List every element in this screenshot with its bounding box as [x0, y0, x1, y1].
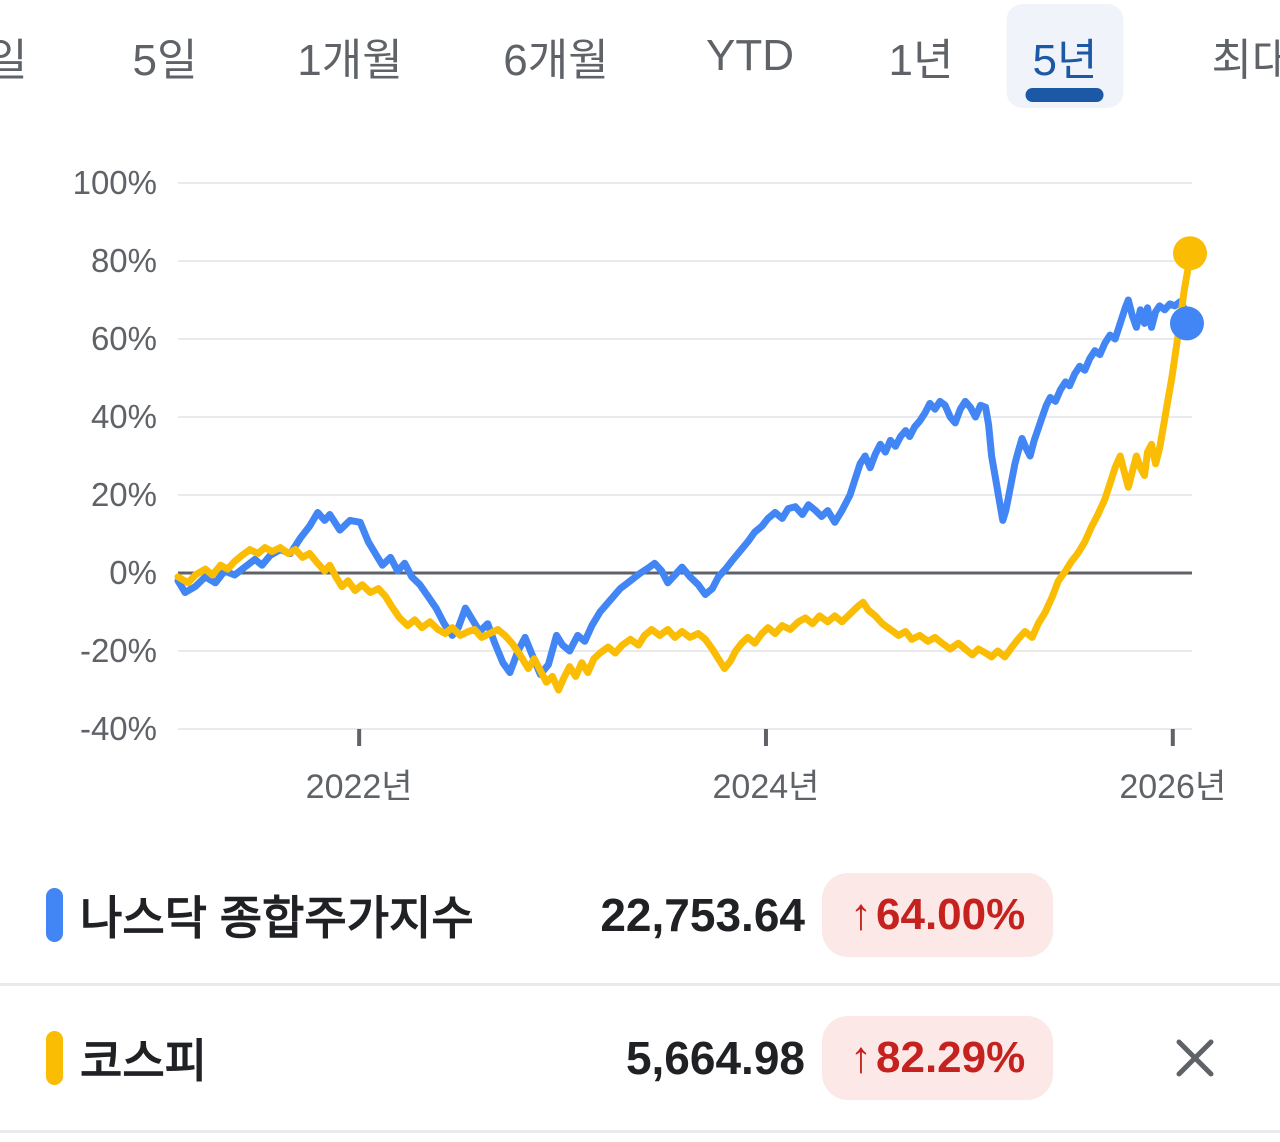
y-axis-tick-label: 0%	[109, 554, 157, 591]
nasdaq-change-badge: ↑ 64.00%	[822, 872, 1054, 957]
tab-label: 6개월	[503, 36, 609, 85]
tab-5year[interactable]: 5년	[1006, 0, 1124, 112]
kospi-color-pill	[46, 1031, 63, 1085]
legend-divider-1	[0, 983, 1280, 986]
tab-label: 1일	[0, 36, 28, 85]
tab-label: YTD	[706, 31, 794, 80]
y-axis-tick-label: 80%	[91, 242, 157, 279]
series-line	[174, 249, 1194, 694]
up-arrow-icon: ↑	[850, 1033, 872, 1082]
close-icon[interactable]	[1170, 1033, 1220, 1083]
tab-ytd[interactable]: YTD	[680, 0, 820, 112]
comparison-line-chart: 100% 80% 60% 40% 20% 0% -20% -40% 2022년 2024년 2026…	[73, 164, 1227, 806]
kospi-change-badge: ↑ 82.29%	[822, 1016, 1054, 1100]
time-range-tabbar: 1일 5일 1개월 6개월 YTD 1년 5년 최대	[0, 0, 1280, 118]
y-axis-tick-label: -20%	[80, 632, 157, 669]
y-axis-tick-label: -40%	[80, 710, 157, 747]
x-axis-tick-label: 2022년	[306, 768, 413, 806]
y-axis-tick-label: 20%	[91, 476, 157, 513]
nasdaq-change-percent: 64.00%	[876, 889, 1026, 939]
tab-1month[interactable]: 1개월	[271, 0, 428, 112]
tab-label: 1개월	[297, 36, 403, 85]
kospi-change-percent: 82.29%	[876, 1033, 1026, 1082]
kospi-series-name: 코스피	[80, 1035, 207, 1087]
legend-divider-2	[0, 1130, 1280, 1133]
tab-label: 1년	[888, 36, 954, 85]
selected-tab-underline	[1025, 88, 1104, 102]
tab-1day[interactable]: 1일	[0, 0, 53, 112]
tab-1year[interactable]: 1년	[863, 0, 980, 112]
tab-label: 5일	[132, 36, 198, 85]
nasdaq-index-value: 22,753.64	[600, 888, 805, 941]
y-axis-tick-label: 100%	[73, 164, 157, 201]
nasdaq-color-pill	[46, 887, 63, 942]
up-arrow-icon: ↑	[850, 889, 872, 939]
series-endpoint-dot	[1169, 306, 1204, 341]
tab-5day[interactable]: 5일	[107, 0, 224, 112]
x-axis-tick-label: 2024년	[713, 768, 820, 806]
series-line	[174, 296, 1191, 678]
x-axis-tick-label: 2026년	[1119, 768, 1226, 806]
kospi-index-value: 5,664.98	[625, 1032, 805, 1084]
legend-row-nasdaq[interactable]: 나스닥 종합주가지수 22,753.64 ↑ 64.00%	[0, 846, 1280, 983]
nasdaq-series-name: 나스닥 종합주가지수	[80, 891, 474, 944]
tab-6month[interactable]: 6개월	[477, 0, 634, 112]
series-endpoint-dot	[1173, 236, 1207, 271]
tab-label: 최대	[1211, 36, 1280, 85]
legend-row-kospi[interactable]: 코스피 5,664.98 ↑ 82.29%	[0, 986, 1280, 1130]
y-axis-tick-label: 40%	[91, 398, 157, 435]
tab-max[interactable]: 최대	[1186, 0, 1280, 112]
y-axis-tick-label: 60%	[91, 320, 157, 357]
